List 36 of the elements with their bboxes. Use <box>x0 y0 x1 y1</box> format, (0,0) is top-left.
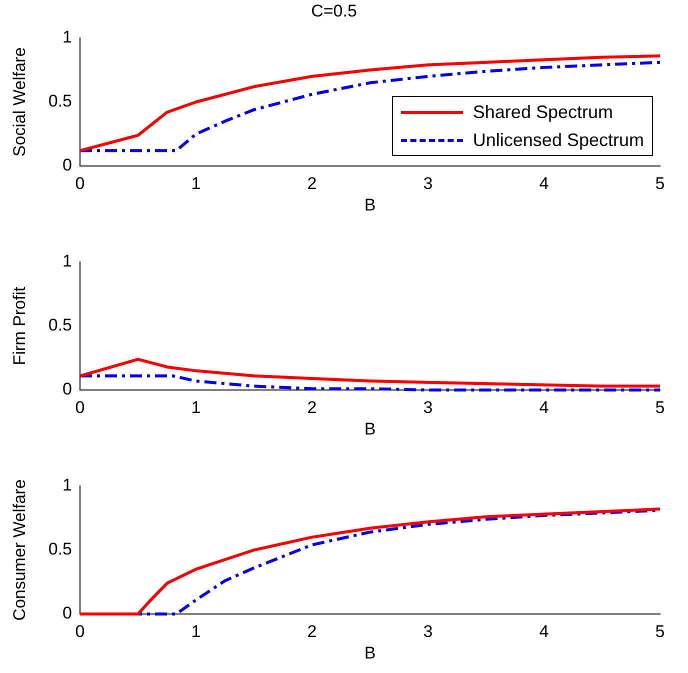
y-axis-title: Social Welfare <box>10 47 29 157</box>
x-tick-label: 2 <box>307 622 317 641</box>
x-tick-label: 4 <box>539 174 549 193</box>
legend-label: Shared Spectrum <box>472 102 613 122</box>
x-tick-label: 0 <box>75 622 85 641</box>
y-tick-label: 0 <box>62 380 72 399</box>
legend-label: Unlicensed Spectrum <box>472 130 644 150</box>
x-tick-label: 1 <box>191 174 201 193</box>
x-tick-label: 1 <box>191 398 201 417</box>
y-tick-label: 1 <box>62 476 72 495</box>
x-tick-label: 1 <box>191 622 201 641</box>
x-tick-label: 3 <box>423 622 433 641</box>
x-tick-label: 5 <box>655 622 665 641</box>
x-tick-label: 5 <box>655 174 665 193</box>
x-tick-label: 3 <box>423 174 433 193</box>
x-axis-title: B <box>364 643 376 662</box>
chart-title: C=0.5 <box>311 1 357 20</box>
y-tick-label: 0.5 <box>48 92 72 111</box>
y-axis-title: Consumer Welfare <box>10 479 29 621</box>
x-tick-label: 4 <box>539 398 549 417</box>
y-tick-label: 1 <box>62 28 72 47</box>
x-tick-label: 5 <box>655 398 665 417</box>
x-tick-label: 4 <box>539 622 549 641</box>
x-axis-title: B <box>364 195 376 214</box>
y-axis-title: Firm Profit <box>10 286 29 366</box>
x-tick-label: 2 <box>307 398 317 417</box>
y-tick-label: 0 <box>62 156 72 175</box>
x-tick-label: 2 <box>307 174 317 193</box>
x-axis-title: B <box>364 419 376 438</box>
x-tick-label: 3 <box>423 398 433 417</box>
y-tick-label: 0.5 <box>48 540 72 559</box>
y-tick-label: 1 <box>62 252 72 271</box>
x-tick-label: 0 <box>75 174 85 193</box>
x-tick-label: 0 <box>75 398 85 417</box>
y-tick-label: 0 <box>62 604 72 623</box>
y-tick-label: 0.5 <box>48 316 72 335</box>
